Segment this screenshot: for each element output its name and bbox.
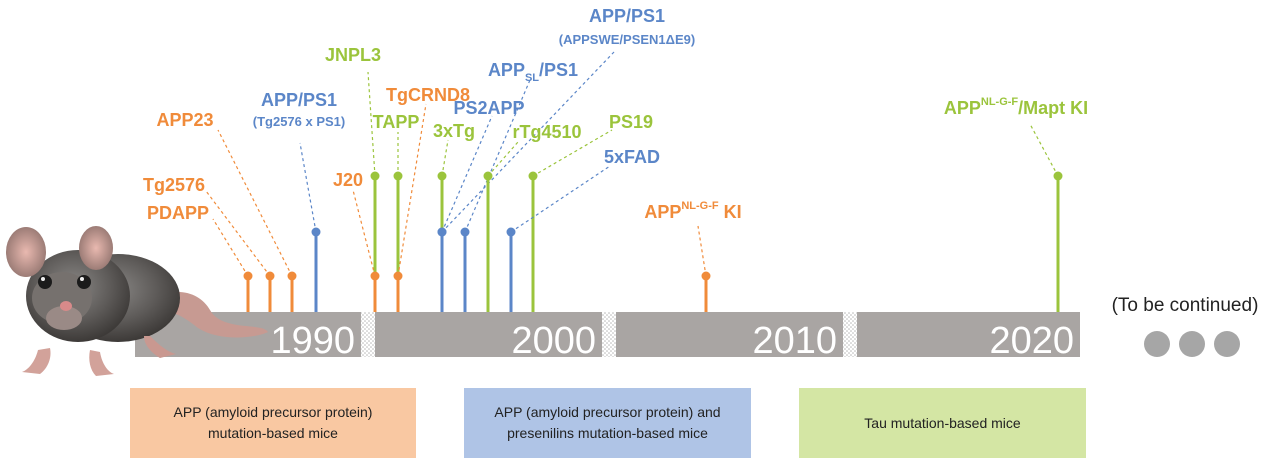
model-label-tapp: TAPP	[373, 112, 420, 132]
decade-label-2020: 2020	[989, 320, 1074, 362]
mouse-photo-icon	[6, 226, 268, 376]
axis-segment-2020	[857, 312, 1080, 357]
marker-tapp	[393, 171, 403, 181]
marker-app-ps1-tg	[311, 227, 321, 237]
model-sublabel-app-ps1-tg: (Tg2576 x PS1)	[253, 114, 346, 129]
marker-ps19	[528, 171, 538, 181]
marker-j20	[370, 271, 380, 281]
marker-app-nlgf-mapt-ki	[1053, 171, 1063, 181]
leader-5xfad	[510, 165, 611, 233]
marker-app-nlgf-ki	[701, 271, 711, 281]
leader-j20	[352, 189, 376, 277]
marker-app23	[287, 271, 297, 281]
marker-jnpl3	[370, 171, 380, 181]
marker-app-ps1-swe	[437, 227, 447, 237]
leader-app-nlgf-ki	[697, 225, 707, 277]
continued-dot-2	[1179, 331, 1205, 357]
continued-dot-1	[1144, 331, 1170, 357]
marker-tgcrnd8	[393, 271, 403, 281]
model-label-pdapp: PDAPP	[147, 203, 209, 223]
legend-app: APP (amyloid precursor protein) mutation-…	[130, 388, 416, 458]
model-label-app23: APP23	[156, 110, 213, 130]
decade-label-2000: 2000	[511, 320, 596, 362]
leader-pdapp	[212, 218, 249, 277]
model-label-5xfad: 5xFAD	[604, 147, 660, 167]
legend-app-ps-line1: APP (amyloid precursor protein) and	[494, 404, 721, 420]
leader-jnpl3	[367, 71, 376, 177]
marker-tg2576	[265, 271, 275, 281]
decade-label-1990: 1990	[270, 320, 355, 362]
model-label-ps2app: PS2APP	[453, 98, 524, 118]
legend-tau-line1: Tau mutation-based mice	[864, 414, 1021, 431]
legend-app-line1: APP (amyloid precursor protein)	[173, 404, 373, 420]
model-label-ps19: PS19	[609, 112, 653, 132]
model-label-app-ps1-tg: APP/PS1	[261, 90, 337, 110]
model-label-j20: J20	[333, 170, 363, 190]
model-label-app-ps1-swe: APP/PS1	[589, 6, 665, 26]
marker-pdapp	[243, 271, 253, 281]
time-axis: 1990 2000 2010 2020	[135, 312, 1080, 362]
marker-appsl-ps1	[460, 227, 470, 237]
model-label-jnpl3: JNPL3	[325, 45, 381, 65]
continued-label: (To be continued)	[1112, 295, 1259, 316]
continued-dot-3	[1214, 331, 1240, 357]
legend-app-ps: APP (amyloid precursor protein) and prese…	[464, 388, 751, 458]
model-label-rtg4510: rTg4510	[512, 122, 581, 142]
leader-app23	[217, 129, 293, 277]
decade-label-2010: 2010	[752, 320, 837, 362]
axis-gap-1	[361, 312, 375, 357]
model-sublabel-app-ps1-swe: (APPSWE/PSEN1ΔE9)	[559, 32, 696, 47]
leader-app-nlgf-mapt-ki	[1029, 123, 1059, 177]
leader-3xtg	[441, 139, 449, 177]
legend-tau: Tau mutation-based mice	[799, 388, 1086, 458]
axis-segment-2010	[616, 312, 843, 357]
legend-app-line2: mutation-based mice	[208, 425, 338, 441]
model-label-tg2576: Tg2576	[143, 175, 205, 195]
leader-app-ps1-tg	[299, 142, 317, 233]
continued-indicator: (To be continued)	[1112, 295, 1259, 357]
leader-tgcrnd8	[397, 103, 427, 277]
model-label-appsl-ps1: APPSL/PS1	[488, 60, 578, 84]
axis-gap-2	[602, 312, 616, 357]
marker-3xtg	[437, 171, 447, 181]
leader-rtg4510	[487, 141, 519, 177]
marker-5xfad	[506, 227, 516, 237]
legend-app-ps-line2: presenilins mutation-based mice	[507, 425, 708, 441]
model-label-tgcrnd8: TgCRND8	[386, 85, 470, 105]
model-label-app-nlgf-mapt-ki: APPNL-G-F/Mapt KI	[944, 96, 1088, 118]
axis-segment-2000	[375, 312, 602, 357]
axis-gap-3	[843, 312, 857, 357]
model-labels: PDAPP Tg2576 APP23 APP/PS1 (Tg2576 x PS1) JNP…	[143, 6, 1088, 223]
leader-tg2576	[205, 190, 271, 277]
model-markers	[205, 51, 1063, 312]
marker-rtg4510	[483, 171, 493, 181]
model-label-app-nlgf-ki: APPNL-G-F KI	[644, 200, 741, 222]
model-label-3xtg: 3xTg	[433, 121, 475, 141]
